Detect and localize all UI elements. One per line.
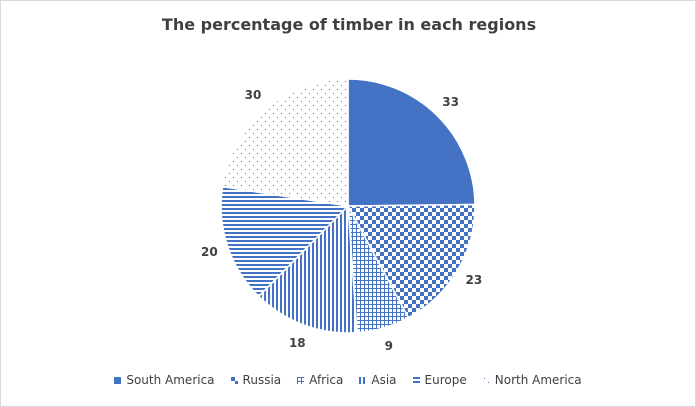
legend-key — [359, 376, 367, 384]
pie-slice-north-america — [221, 78, 349, 207]
legend-key — [297, 376, 305, 384]
data-label-europe: 20 — [201, 245, 218, 259]
legend-key — [482, 376, 490, 384]
pie-slice-south-america — [347, 78, 476, 207]
data-label-africa: 9 — [385, 339, 393, 353]
legend-label: Asia — [371, 373, 397, 387]
legend-label: Africa — [309, 373, 344, 387]
legend-key — [230, 376, 238, 384]
legend-label: South America — [126, 373, 215, 387]
pie-slice-russia — [346, 203, 476, 319]
data-label-south-america: 33 — [442, 95, 459, 109]
data-label-north-america: 30 — [245, 88, 262, 102]
legend-label: Europe — [424, 373, 467, 387]
legend-label: Russia — [242, 373, 282, 387]
legend-item-asia: Asia — [359, 373, 397, 387]
legend-label: North America — [494, 373, 582, 387]
pie-slice-asia — [257, 204, 358, 334]
legend-item-europe: Europe — [412, 373, 467, 387]
legend-item-africa: Africa — [297, 373, 343, 387]
legend-key — [114, 376, 122, 384]
legend-item-russia: Russia — [230, 373, 282, 387]
legend-key — [412, 376, 420, 384]
legend-item-south-america: South America — [114, 373, 215, 387]
chart-title: The percentage of timber in each regions — [161, 15, 537, 34]
pie-slice-europe — [220, 185, 350, 298]
data-label-russia: 23 — [466, 273, 483, 287]
chart-legend: South America Russia Africa Asia Europe North… — [0, 373, 696, 387]
legend-item-north-america: North America — [482, 373, 582, 387]
data-label-asia: 18 — [289, 336, 306, 350]
